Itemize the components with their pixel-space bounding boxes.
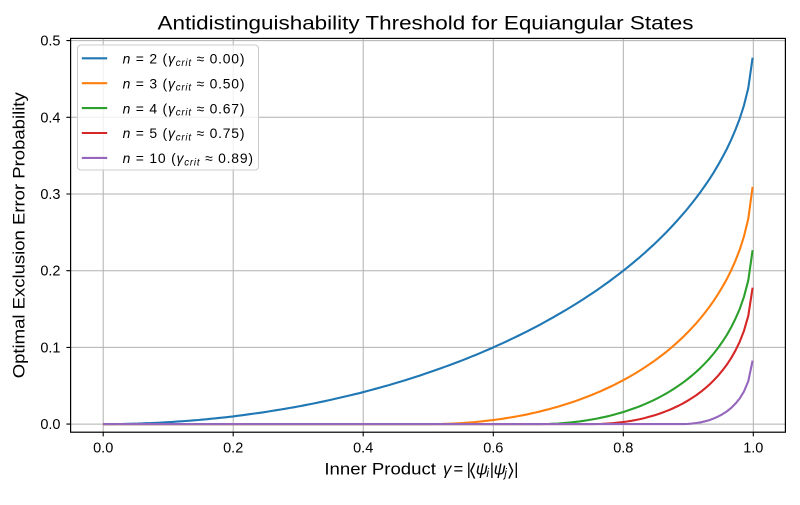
svg-text:1.0: 1.0 <box>743 440 763 456</box>
svg-text:0.0: 0.0 <box>93 440 113 456</box>
svg-text:0.5: 0.5 <box>40 34 60 50</box>
svg-text:0.2: 0.2 <box>223 440 243 456</box>
svg-text:0.0: 0.0 <box>40 417 60 433</box>
svg-text:|: | <box>490 459 494 478</box>
svg-text:ψ: ψ <box>494 459 506 478</box>
svg-text:0.3: 0.3 <box>40 187 60 203</box>
svg-text:0.1: 0.1 <box>40 340 60 356</box>
svg-text:n = 3 (γcrit ≈ 0.50): n = 3 (γcrit ≈ 0.50) <box>123 75 246 93</box>
svg-text:0.4: 0.4 <box>353 440 373 456</box>
svg-text:0.4: 0.4 <box>40 110 60 126</box>
svg-text:0.8: 0.8 <box>613 440 633 456</box>
svg-text:=: = <box>454 459 464 478</box>
svg-text:n = 10 (γcrit ≈ 0.89): n = 10 (γcrit ≈ 0.89) <box>123 150 254 168</box>
svg-text:j: j <box>502 467 507 480</box>
svg-text:Inner Product: Inner Product <box>324 459 436 478</box>
svg-text:n = 2 (γcrit ≈ 0.00): n = 2 (γcrit ≈ 0.00) <box>123 51 246 69</box>
svg-text:γ: γ <box>443 459 453 478</box>
svg-text:0.6: 0.6 <box>483 440 503 456</box>
svg-text:i: i <box>486 467 489 480</box>
svg-text:Optimal Exclusion Error Probab: Optimal Exclusion Error Probability <box>9 92 28 379</box>
svg-text:Antidistinguishability Thresho: Antidistinguishability Threshold for Equ… <box>158 13 694 35</box>
svg-text:0.2: 0.2 <box>40 264 60 280</box>
svg-text:|: | <box>514 459 518 478</box>
svg-text:n = 5 (γcrit ≈ 0.75): n = 5 (γcrit ≈ 0.75) <box>123 125 246 143</box>
svg-text:n = 4 (γcrit ≈ 0.67): n = 4 (γcrit ≈ 0.67) <box>123 100 246 118</box>
svg-text:ψ: ψ <box>476 459 488 478</box>
svg-text:|: | <box>467 459 471 478</box>
